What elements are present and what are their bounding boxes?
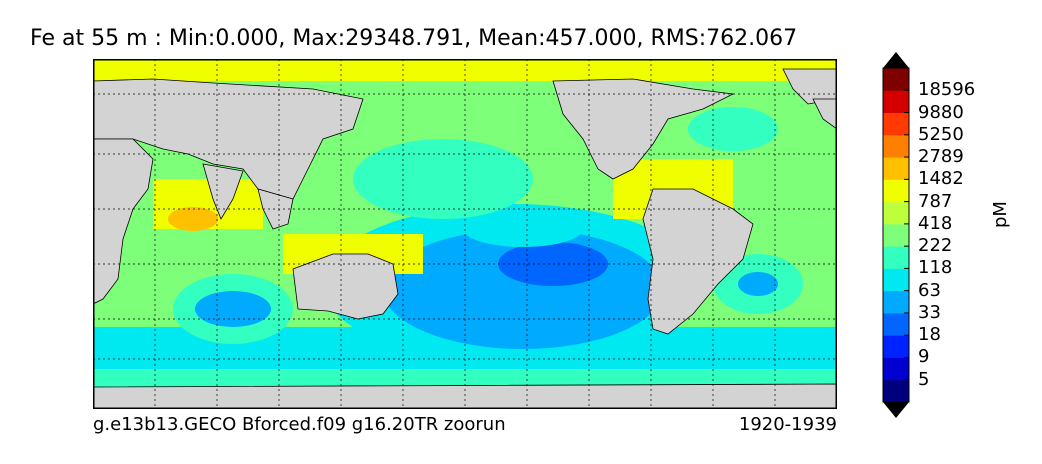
colorbar-band <box>883 68 909 91</box>
colorbar-tick-label: 118 <box>918 257 953 279</box>
colorbar-band <box>883 335 909 358</box>
colorbar-tick-label: 9 <box>918 346 930 368</box>
colorbar-outline <box>882 67 910 403</box>
colorbar-band <box>883 223 909 247</box>
colorbar-tick-label: 5 <box>918 368 930 390</box>
map-title: Fe at 55 m : Min:0.000, Max:29348.791, M… <box>30 26 798 51</box>
north-atlantic-gyre <box>688 107 778 151</box>
colorbar-band <box>883 379 909 403</box>
period-label: 1920-1939 <box>738 414 837 435</box>
colorbar-band <box>883 134 909 158</box>
map-gridlines <box>93 59 837 409</box>
colorbar-tick-label: 18 <box>918 324 941 346</box>
colorbar-tick-label: 5250 <box>918 123 964 145</box>
colorbar-max-arrow <box>883 52 909 68</box>
ocean-map <box>93 59 837 409</box>
colorbar <box>882 52 910 418</box>
land-europe <box>812 98 837 130</box>
colorbar-tick-label: 9880 <box>918 101 964 123</box>
colorbar-tick-label: 787 <box>918 190 953 212</box>
land-africa <box>93 138 154 305</box>
colorbar-tick-label: 2789 <box>918 146 964 168</box>
colorbar-band <box>883 179 909 203</box>
colorbar-tick-label: 18596 <box>918 79 976 101</box>
colorbar-tick-label: 418 <box>918 212 953 234</box>
colorbar-band <box>883 357 909 381</box>
colorbar-tick-label: 1482 <box>918 168 964 190</box>
colorbar-band <box>883 290 909 314</box>
colorbar-band <box>883 157 909 180</box>
land-australia <box>292 253 399 320</box>
colorbar-tick-label: 222 <box>918 235 953 257</box>
land-india <box>202 163 244 220</box>
colorbar-units: pM <box>990 201 1011 228</box>
equatorial-pacific-low <box>463 211 583 247</box>
colorbar-band <box>883 201 909 225</box>
colorbar-band <box>883 312 909 336</box>
run-name-label: g.e13b13.GECO Bforced.f09 g16.20TR zooru… <box>93 414 506 435</box>
colorbar-band <box>883 246 909 269</box>
indian-ocean-gyre <box>195 291 271 327</box>
colorbar-min-arrow <box>883 402 909 418</box>
land-southeast-asia <box>257 188 294 230</box>
colorbar-band <box>883 112 909 136</box>
south-atlantic-gyre <box>738 272 778 296</box>
colorbar-tick-label: 63 <box>918 279 941 301</box>
map-border <box>93 59 837 409</box>
north-pacific-gyre <box>353 139 533 219</box>
colorbar-band <box>883 90 909 114</box>
colorbar-band <box>883 268 909 292</box>
colorbar-tick-label: 33 <box>918 301 941 323</box>
arabian-sea-peak <box>168 207 218 231</box>
